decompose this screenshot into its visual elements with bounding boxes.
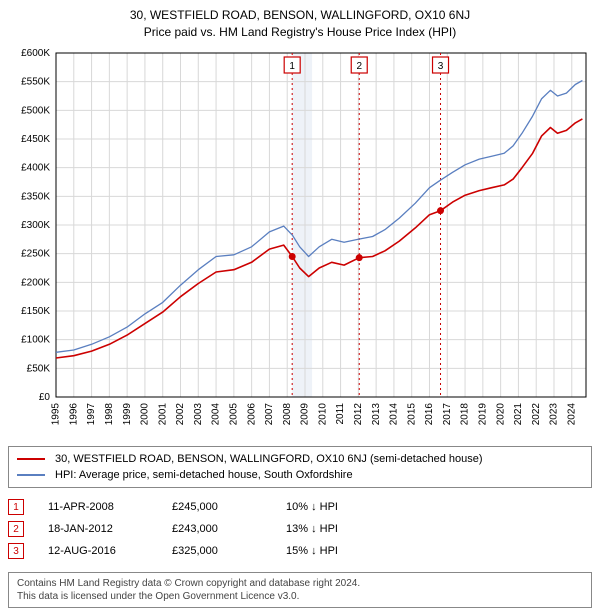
sale-date: 12-AUG-2016	[48, 545, 148, 557]
svg-text:£500K: £500K	[21, 105, 50, 116]
chart-title-address: 30, WESTFIELD ROAD, BENSON, WALLINGFORD,…	[8, 8, 592, 22]
svg-text:2021: 2021	[513, 403, 524, 426]
svg-text:£100K: £100K	[21, 335, 50, 346]
svg-text:2020: 2020	[495, 403, 506, 426]
svg-text:2003: 2003	[193, 403, 204, 426]
svg-text:2000: 2000	[140, 403, 151, 426]
svg-text:2016: 2016	[424, 403, 435, 426]
svg-text:2015: 2015	[406, 403, 417, 426]
svg-text:2004: 2004	[211, 403, 222, 426]
legend-label-hpi: HPI: Average price, semi-detached house,…	[55, 469, 353, 481]
svg-text:2010: 2010	[317, 403, 328, 426]
sales-row: 3 12-AUG-2016 £325,000 15% ↓ HPI	[8, 540, 592, 562]
svg-text:2008: 2008	[282, 403, 293, 426]
svg-text:1999: 1999	[122, 403, 133, 426]
svg-text:2022: 2022	[531, 403, 542, 426]
svg-text:£600K: £600K	[21, 48, 50, 59]
legend: 30, WESTFIELD ROAD, BENSON, WALLINGFORD,…	[8, 446, 592, 488]
svg-text:2023: 2023	[549, 403, 560, 426]
svg-text:2: 2	[356, 61, 362, 72]
legend-swatch-hpi	[17, 474, 45, 476]
legend-item: HPI: Average price, semi-detached house,…	[17, 467, 583, 483]
svg-text:2011: 2011	[335, 403, 346, 425]
line-chart-svg: £0 £50K £100K £150K £200K £250K £300K £350K £400…	[8, 45, 592, 440]
svg-text:1997: 1997	[86, 403, 97, 426]
svg-text:2024: 2024	[566, 403, 577, 426]
svg-text:£300K: £300K	[21, 220, 50, 231]
svg-text:£250K: £250K	[21, 249, 50, 260]
svg-text:2012: 2012	[353, 403, 364, 426]
sale-date: 18-JAN-2012	[48, 523, 148, 535]
svg-text:2017: 2017	[442, 403, 453, 426]
svg-text:3: 3	[438, 61, 444, 72]
svg-text:£450K: £450K	[21, 134, 50, 145]
legend-item: 30, WESTFIELD ROAD, BENSON, WALLINGFORD,…	[17, 451, 583, 467]
sales-row: 1 11-APR-2008 £245,000 10% ↓ HPI	[8, 496, 592, 518]
sale-hpi-diff: 15% ↓ HPI	[286, 545, 386, 557]
svg-text:£400K: £400K	[21, 163, 50, 174]
svg-text:2001: 2001	[157, 403, 168, 426]
chart-plot-area: £0 £50K £100K £150K £200K £250K £300K £350K £400…	[8, 45, 592, 440]
sale-date: 11-APR-2008	[48, 501, 148, 513]
sale-price: £245,000	[172, 501, 262, 513]
chart-container: 30, WESTFIELD ROAD, BENSON, WALLINGFORD,…	[8, 8, 592, 608]
chart-subtitle: Price paid vs. HM Land Registry's House …	[8, 25, 592, 39]
attribution-footer: Contains HM Land Registry data © Crown c…	[8, 572, 592, 608]
sale-marker-icon: 1	[8, 499, 24, 515]
svg-text:1996: 1996	[68, 403, 79, 426]
svg-text:£150K: £150K	[21, 306, 50, 317]
sale-price: £243,000	[172, 523, 262, 535]
svg-text:2007: 2007	[264, 403, 275, 426]
sale-hpi-diff: 13% ↓ HPI	[286, 523, 386, 535]
svg-text:2005: 2005	[228, 403, 239, 426]
svg-text:£550K: £550K	[21, 77, 50, 88]
sales-row: 2 18-JAN-2012 £243,000 13% ↓ HPI	[8, 518, 592, 540]
footer-line: This data is licensed under the Open Gov…	[17, 590, 583, 603]
svg-text:£50K: £50K	[27, 363, 51, 374]
svg-text:£0: £0	[39, 392, 51, 403]
svg-text:1995: 1995	[51, 403, 62, 426]
legend-swatch-subject	[17, 458, 45, 460]
legend-label-subject: 30, WESTFIELD ROAD, BENSON, WALLINGFORD,…	[55, 453, 483, 465]
svg-text:2019: 2019	[477, 403, 488, 426]
svg-text:£350K: £350K	[21, 191, 50, 202]
svg-text:2009: 2009	[300, 403, 311, 426]
sale-hpi-diff: 10% ↓ HPI	[286, 501, 386, 513]
sale-marker-icon: 2	[8, 521, 24, 537]
sales-table: 1 11-APR-2008 £245,000 10% ↓ HPI 2 18-JA…	[8, 496, 592, 562]
svg-text:£200K: £200K	[21, 277, 50, 288]
sale-marker-icon: 3	[8, 543, 24, 559]
svg-text:2013: 2013	[371, 403, 382, 426]
svg-text:2014: 2014	[389, 403, 400, 426]
svg-text:2006: 2006	[246, 403, 257, 426]
sale-price: £325,000	[172, 545, 262, 557]
svg-text:1: 1	[289, 61, 295, 72]
svg-text:1998: 1998	[104, 403, 115, 426]
footer-line: Contains HM Land Registry data © Crown c…	[17, 577, 583, 590]
svg-text:2018: 2018	[460, 403, 471, 426]
svg-text:2002: 2002	[175, 403, 186, 426]
